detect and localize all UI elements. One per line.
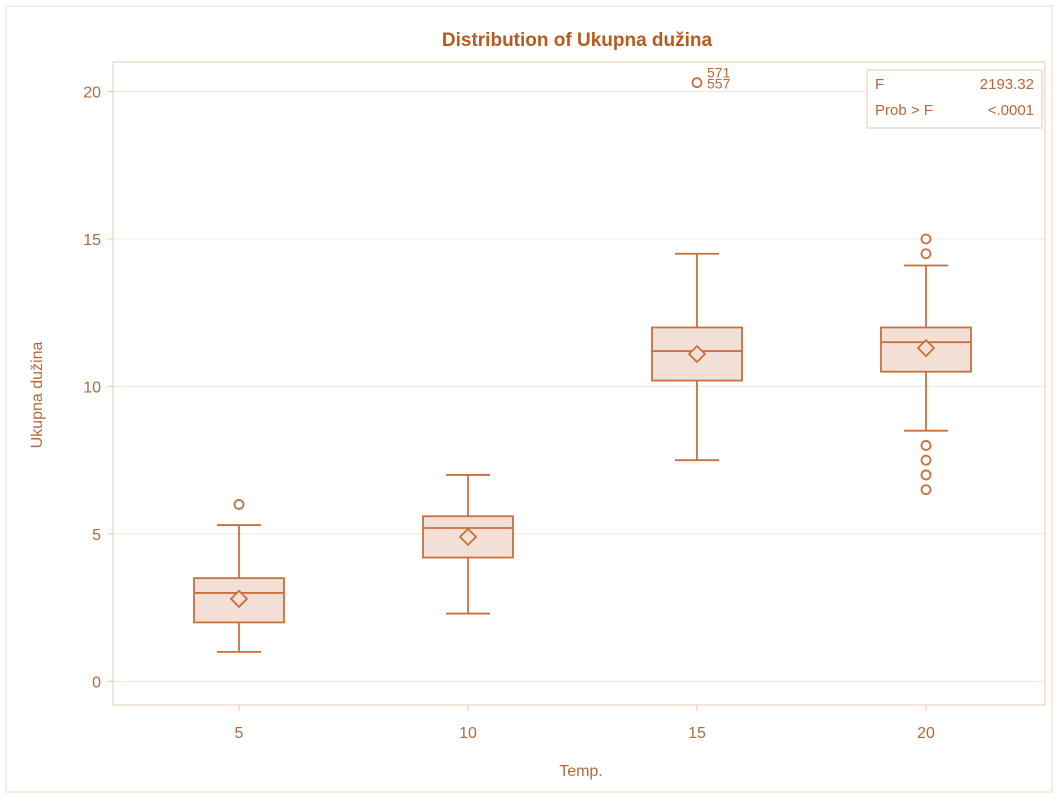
x-tick-label: 10 [459,725,477,742]
y-axis-label: Ukupna dužina [29,342,46,449]
outlier-label: 557 [707,76,731,92]
outlier-point [920,454,932,466]
outlier-point [920,440,932,451]
mean-marker [916,338,936,358]
stats-inset-value: 2193.32 [980,76,1034,93]
stats-inset: F 2193.32 Prob > F <.0001 [866,69,1043,129]
stats-inset-frame [866,69,1043,129]
iqr-box [422,515,514,559]
outlier-point [691,77,703,89]
chart-outer-frame [5,5,1053,793]
plot-frame [112,61,1046,706]
x-tick-label: 20 [917,725,935,742]
box-group-5 [193,499,285,653]
mean-marker [229,589,249,609]
x-tick-label: 5 [235,725,244,742]
outlier-point [920,233,932,245]
x-axis-label: Temp. [559,763,603,780]
mean-marker [687,344,707,364]
stats-inset-value: <.0001 [988,102,1034,119]
outlier-point [233,499,245,510]
iqr-box [193,577,285,624]
y-tick-label: 5 [92,527,101,544]
box-group-15 [651,77,743,462]
outlier-label: 571 [707,65,731,81]
y-tick-label: 10 [83,379,101,396]
stats-inset-label: F [875,76,884,93]
y-tick-label: 20 [83,84,101,101]
box-group-20 [880,233,972,496]
outlier-point [920,248,932,260]
x-tick-label: 15 [688,725,706,742]
y-tick-label: 0 [92,674,101,691]
y-tick-label: 15 [83,232,101,249]
outlier-point [920,484,932,496]
stats-inset-label: Prob > F [875,102,933,119]
box-group-10 [422,474,514,615]
chart-title: Distribution of Ukupna dužina [442,30,713,51]
outlier-point [920,469,932,481]
mean-marker [458,527,478,547]
